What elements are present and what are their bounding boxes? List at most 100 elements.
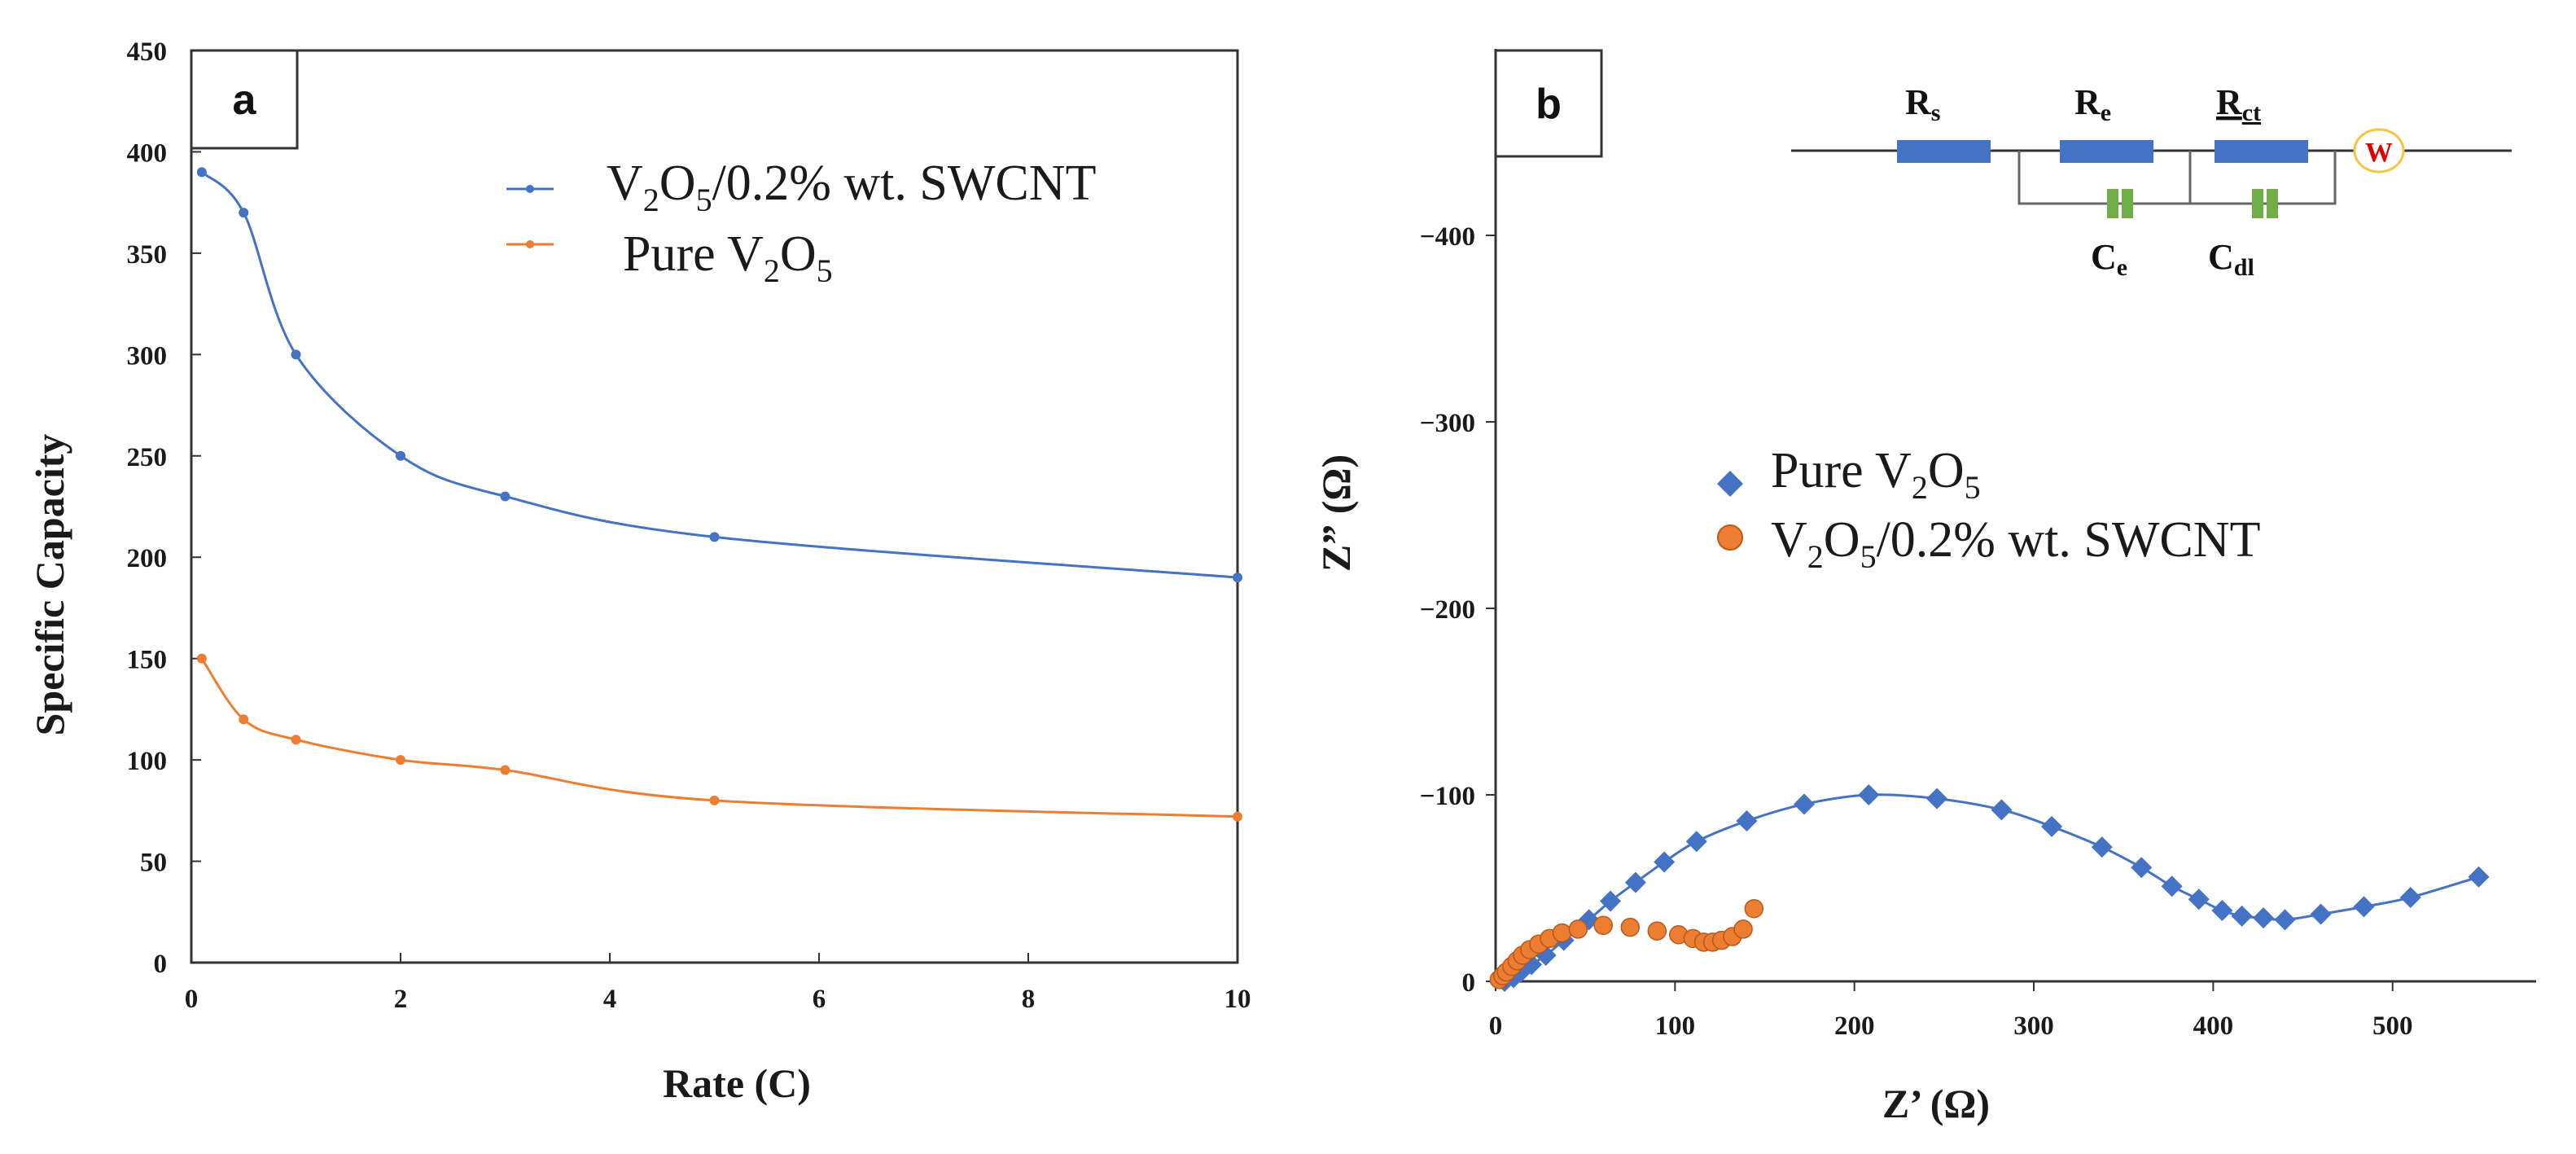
data-point	[396, 450, 405, 461]
y-tick-label: 450	[127, 37, 168, 67]
data-point-diamond	[2041, 815, 2063, 837]
data-point-circle	[1552, 923, 1572, 943]
panel-a-label-box	[190, 49, 299, 150]
plot-b-ticks: 0 100 200 300 400 500 0 −100 −200 −300 −400	[1420, 222, 2413, 1041]
data-point	[1233, 573, 1242, 583]
label-rs: Rs	[1905, 82, 1940, 126]
data-point-diamond	[2091, 836, 2113, 858]
y-tick-label: 100	[127, 747, 168, 776]
y-tick-label: 300	[127, 341, 168, 371]
data-point-diamond	[1793, 793, 1815, 815]
data-point-diamond	[1736, 810, 1758, 832]
y-tick-label: 250	[127, 443, 168, 472]
y-tick-label: −100	[1420, 782, 1475, 811]
data-point	[196, 167, 207, 178]
data-point-diamond	[2274, 909, 2296, 931]
data-point	[709, 795, 720, 805]
data-point	[291, 735, 301, 745]
x-tick-label: 10	[1224, 985, 1251, 1014]
capacitor-cdl-plate2	[2267, 189, 2278, 218]
x-tick-label: 8	[1022, 985, 1036, 1014]
y-tick-label: 0	[1462, 968, 1476, 998]
y-tick-label: 350	[127, 240, 168, 270]
legend-b-pure-label: Pure V2O5	[1771, 443, 1981, 506]
data-point-circle	[1647, 921, 1667, 941]
plot-a-lines	[196, 167, 1242, 822]
data-point-circle	[1620, 917, 1641, 937]
data-point-diamond	[1991, 799, 2013, 821]
data-point	[239, 208, 249, 218]
y-tick-label: −200	[1420, 595, 1475, 625]
legend-a-swcnt-label: V2O5/0.2% wt. SWCNT	[607, 156, 1096, 218]
data-point	[291, 349, 301, 360]
x-tick-label: 300	[2013, 1011, 2054, 1041]
resistor-re	[2060, 140, 2153, 163]
data-point-diamond	[2253, 907, 2275, 929]
data-point-diamond	[2188, 889, 2210, 910]
data-point	[500, 765, 510, 775]
equivalent-circuit: W Rs Re Rct Ce Cdl	[1791, 82, 2512, 281]
plot-b-legend: Pure V2O5 V2O5/0.2% wt. SWCNT	[1717, 443, 2260, 575]
data-point	[396, 755, 405, 766]
legend-a-swcnt-marker	[526, 185, 534, 193]
capacitor-ce-plate1	[2107, 189, 2118, 218]
data-point	[500, 491, 510, 502]
data-point-diamond	[1624, 871, 1646, 893]
x-tick-label: 2	[394, 985, 408, 1014]
data-point-diamond	[1858, 784, 1880, 805]
plot-a-xlabel: Rate (C)	[663, 1060, 811, 1106]
resistor-rct	[2215, 140, 2308, 163]
x-tick-label: 500	[2372, 1011, 2413, 1041]
data-point	[196, 653, 207, 664]
y-tick-label: 50	[140, 849, 167, 878]
x-tick-label: 4	[603, 985, 617, 1014]
y-tick-label: 400	[127, 138, 168, 168]
data-point-diamond	[1685, 831, 1707, 853]
data-point-circle	[1744, 898, 1764, 919]
y-tick-label: 0	[154, 950, 168, 979]
plot-b-ylabel: Z” (Ω)	[1313, 454, 1359, 572]
plot-b-xlabel: Z’ (Ω)	[1882, 1081, 1990, 1126]
label-re: Re	[2074, 82, 2111, 126]
warburg-element	[2353, 128, 2405, 173]
label-cdl: Cdl	[2208, 237, 2254, 281]
label-ce: Ce	[2091, 237, 2127, 281]
legend-b-pure-marker	[1717, 471, 1743, 497]
label-rct: Rct	[2216, 82, 2261, 126]
x-tick-label: 0	[185, 985, 199, 1014]
capacitor-ce-plate2	[2122, 189, 2133, 218]
data-point-diamond	[2231, 905, 2253, 927]
data-point-diamond	[2399, 886, 2421, 908]
x-tick-label: 6	[813, 985, 826, 1014]
data-point-circle	[1568, 919, 1588, 939]
y-tick-label: 200	[127, 544, 168, 573]
capacitor-cdl-plate1	[2252, 189, 2263, 218]
legend-b-swcnt-label: V2O5/0.2% wt. SWCNT	[1771, 512, 2260, 575]
x-tick-label: 0	[1489, 1011, 1503, 1041]
data-point-diamond	[2161, 875, 2183, 897]
data-point-circle	[1593, 915, 1613, 936]
legend-a-pure-label: Pure V2O5	[623, 226, 833, 289]
y-tick-label: 150	[127, 646, 168, 675]
y-tick-label: −300	[1420, 409, 1475, 438]
panel-b-label-box	[1494, 49, 1603, 158]
y-tick-label: −400	[1420, 222, 1475, 252]
data-point	[709, 532, 720, 542]
panel-b-label: b	[1536, 81, 1562, 128]
legend-a-pure-marker	[526, 240, 534, 248]
plot-a-ylabel: Specific Capacity	[27, 434, 72, 736]
data-point-diamond	[2131, 857, 2153, 879]
panel-a-label: a	[233, 77, 257, 124]
series-line-0	[200, 171, 1238, 579]
x-tick-label: 200	[1834, 1011, 1875, 1041]
data-point-diamond	[2211, 899, 2233, 921]
data-point-diamond	[1654, 851, 1676, 873]
x-tick-label: 100	[1655, 1011, 1696, 1041]
data-point	[1233, 811, 1242, 822]
fit-line-0	[1504, 793, 2479, 983]
resistor-rs	[1897, 140, 1991, 163]
data-point-diamond	[1600, 890, 1622, 912]
